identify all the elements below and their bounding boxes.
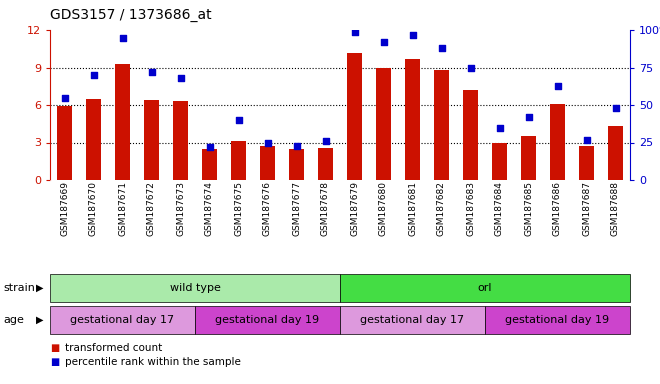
Point	[262, 139, 273, 146]
Text: ▶: ▶	[36, 283, 44, 293]
Bar	[521, 136, 537, 180]
Text: GDS3157 / 1373686_at: GDS3157 / 1373686_at	[50, 8, 212, 22]
Bar	[172, 101, 189, 180]
Bar	[50, 306, 195, 334]
Bar	[259, 146, 275, 180]
Bar	[346, 53, 362, 180]
Bar	[607, 126, 624, 180]
Bar	[57, 106, 73, 180]
Bar	[288, 149, 304, 180]
Bar	[230, 141, 246, 180]
Bar	[340, 274, 630, 302]
Text: strain: strain	[3, 283, 35, 293]
Bar	[115, 64, 131, 180]
Text: gestational day 19: gestational day 19	[215, 315, 319, 325]
Point	[147, 69, 157, 75]
Point	[320, 138, 331, 144]
Text: ■: ■	[50, 357, 59, 367]
Point	[59, 94, 70, 101]
Bar	[463, 90, 478, 180]
Text: percentile rank within the sample: percentile rank within the sample	[65, 357, 240, 367]
Bar	[340, 306, 485, 334]
Bar	[492, 142, 508, 180]
Point	[378, 39, 389, 45]
Bar	[143, 100, 160, 180]
Bar	[434, 70, 449, 180]
Point	[465, 65, 476, 71]
Text: gestational day 17: gestational day 17	[71, 315, 174, 325]
Text: age: age	[3, 315, 24, 325]
Text: wild type: wild type	[170, 283, 220, 293]
Text: ▶: ▶	[36, 315, 44, 325]
Point	[175, 75, 185, 81]
Point	[581, 136, 592, 142]
Bar	[50, 274, 340, 302]
Point	[436, 45, 447, 51]
Point	[523, 114, 534, 120]
Point	[117, 35, 128, 41]
Text: orl: orl	[478, 283, 492, 293]
Point	[204, 144, 214, 150]
Text: gestational day 19: gestational day 19	[506, 315, 610, 325]
Point	[233, 117, 244, 123]
Bar	[195, 306, 340, 334]
Bar	[317, 147, 333, 180]
Point	[552, 83, 563, 89]
Point	[494, 124, 505, 131]
Bar	[201, 149, 218, 180]
Point	[610, 105, 621, 111]
Text: ■: ■	[50, 343, 59, 353]
Point	[291, 142, 302, 149]
Bar	[579, 146, 595, 180]
Bar	[405, 59, 420, 180]
Text: gestational day 17: gestational day 17	[360, 315, 465, 325]
Point	[349, 28, 360, 35]
Text: transformed count: transformed count	[65, 343, 162, 353]
Bar	[485, 306, 630, 334]
Point	[407, 31, 418, 38]
Bar	[550, 104, 566, 180]
Bar	[376, 68, 391, 180]
Point	[88, 72, 99, 78]
Bar	[86, 99, 102, 180]
